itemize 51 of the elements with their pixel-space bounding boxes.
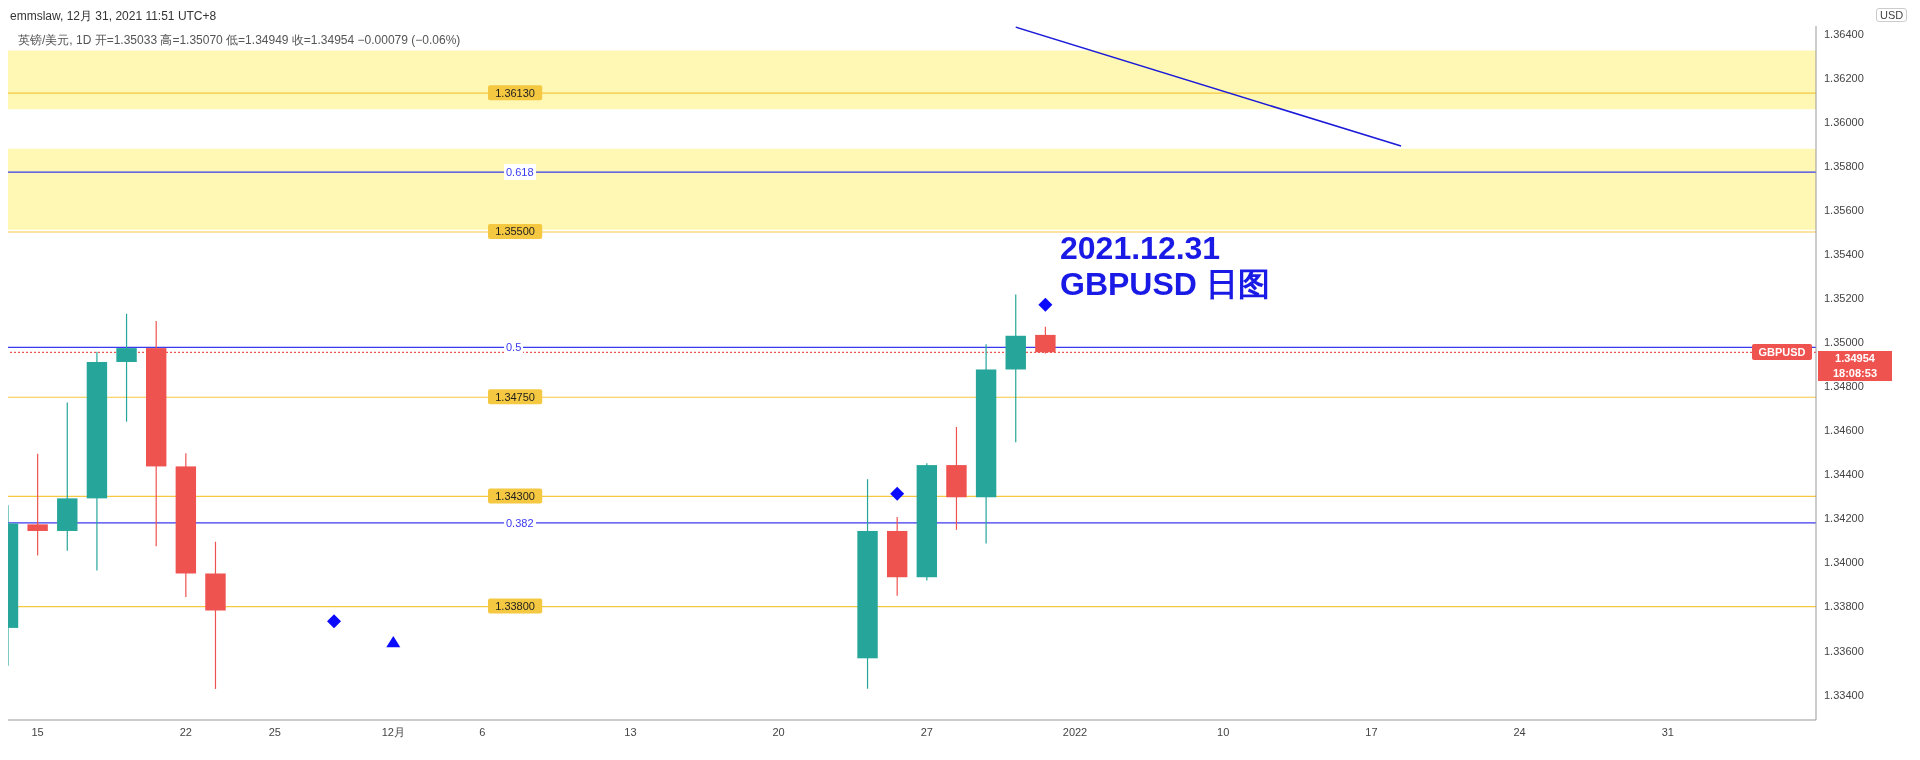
y-tick-label: 1.35200	[1824, 292, 1864, 304]
y-tick-label: 1.34400	[1824, 468, 1864, 481]
point	[1038, 297, 1053, 312]
x-tick-label: 27	[920, 725, 933, 738]
ref-line-label: 1.36130	[495, 86, 535, 99]
x-tick-label: 17	[1365, 725, 1378, 738]
y-tick-label: 1.36000	[1824, 115, 1864, 128]
x-tick-label: 6	[479, 725, 486, 738]
annotation: 0.5	[504, 339, 524, 356]
text: emmslaw, 12月 31, 2021 11:51 UTC+8	[10, 9, 217, 23]
annotation: 0.618	[504, 164, 536, 181]
x-tick-label: 20	[772, 725, 785, 738]
x-tick-label: 2022	[1062, 725, 1088, 738]
point	[327, 614, 342, 629]
ref-line-label: 1.35500	[495, 225, 535, 238]
ref-line-label: 1.33800	[495, 600, 535, 613]
ref-line-label: 1.34300	[495, 489, 535, 502]
y-tick-label: 1.33800	[1824, 600, 1864, 613]
x-tick-label: 13	[624, 725, 637, 738]
text: 18:08:53	[1818, 366, 1892, 382]
y-tick-label: 1.35800	[1824, 159, 1864, 172]
x-tick-label: 25	[268, 725, 281, 738]
y-tick-label: 1.35000	[1824, 336, 1864, 349]
point	[386, 636, 401, 648]
x-tick-label: 12月	[381, 725, 405, 738]
x-tick-label: 10	[1217, 725, 1230, 738]
annotation: GBPUSD	[1752, 344, 1812, 361]
x-tick-label: 15	[31, 725, 44, 738]
x-tick-label: 24	[1513, 725, 1526, 738]
candlestick	[116, 313, 137, 423]
y-tick-label: 1.34200	[1824, 512, 1864, 525]
text: 2021.12.31	[1060, 230, 1222, 266]
x-tick-label: 22	[179, 725, 192, 738]
annotation: 0.382	[504, 514, 536, 531]
y-tick-label: 1.33600	[1824, 644, 1864, 657]
y-tick-label: 1.34000	[1824, 556, 1864, 569]
y-tick-label: 1.34800	[1824, 380, 1864, 393]
y-tick-label: 1.34600	[1824, 424, 1864, 437]
y-tick-label: 1.33400	[1824, 688, 1864, 701]
point	[890, 486, 905, 501]
x-tick-label: 31	[1661, 725, 1674, 738]
y-tick-label: 1.36200	[1824, 71, 1864, 84]
annotation: 英镑/美元, 1D 开=1.35033 高=1.35070 低=1.34949 收=1.34954 −0.00079 (−0.06%)	[18, 32, 461, 49]
candlestick	[27, 453, 48, 557]
y-tick-label: 1.36400	[1824, 27, 1864, 40]
y-tick-label: 1.35600	[1824, 203, 1864, 216]
ref-line-label: 1.34750	[495, 390, 535, 403]
y-axis-title: USD	[1876, 8, 1908, 22]
y-tick-label: 1.35400	[1824, 247, 1864, 260]
text: GBPUSD 日图	[1060, 266, 1270, 302]
text: 1.34954	[1818, 351, 1892, 367]
